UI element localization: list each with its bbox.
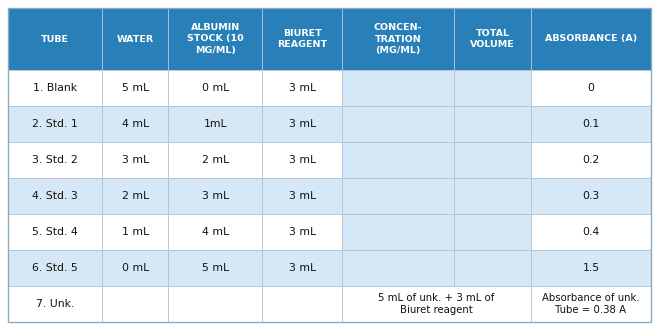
Text: 6. Std. 5: 6. Std. 5 [32,263,78,273]
Bar [168,250,262,286]
Bar [454,178,531,214]
Bar [531,214,651,250]
Text: 1mL: 1mL [204,119,227,129]
Bar [343,250,454,286]
Text: 1.5: 1.5 [583,263,600,273]
Text: 3 mL: 3 mL [289,191,316,201]
Bar [8,8,102,70]
Text: 3 mL: 3 mL [289,155,316,165]
Bar [168,178,262,214]
Text: 7. Unk.: 7. Unk. [36,299,74,309]
Bar [454,214,531,250]
Text: BIURET
REAGENT: BIURET REAGENT [277,29,328,49]
Bar [454,8,531,70]
Text: 3 mL: 3 mL [289,263,316,273]
Bar [531,142,651,178]
Text: ABSORBANCE (A): ABSORBANCE (A) [545,35,637,43]
Bar [454,70,531,106]
Text: 2 mL: 2 mL [202,155,229,165]
Bar [8,178,102,214]
Text: 1. Blank: 1. Blank [33,83,77,93]
Bar [168,214,262,250]
Text: 3 mL: 3 mL [202,191,229,201]
Text: ALBUMIN
STOCK (10
MG/ML): ALBUMIN STOCK (10 MG/ML) [187,24,244,55]
Bar [454,142,531,178]
Text: TOTAL
VOLUME: TOTAL VOLUME [470,29,515,49]
Text: 3 mL: 3 mL [289,227,316,237]
Bar [8,106,102,142]
Bar [8,250,102,286]
Bar [102,286,168,322]
Bar [102,70,168,106]
Bar [102,214,168,250]
Bar [531,286,651,322]
Bar [102,8,168,70]
Text: 3 mL: 3 mL [289,119,316,129]
Text: TUBE: TUBE [41,35,69,43]
Text: 0.3: 0.3 [583,191,600,201]
Bar [168,70,262,106]
Text: 0 mL: 0 mL [121,263,149,273]
Bar [343,106,454,142]
Text: 4 mL: 4 mL [122,119,149,129]
Bar [531,106,651,142]
Text: 2 mL: 2 mL [122,191,149,201]
Bar [454,250,531,286]
Text: 5 mL: 5 mL [122,83,149,93]
Bar [262,8,343,70]
Bar [102,142,168,178]
Bar [168,8,262,70]
Bar [262,286,343,322]
Bar [343,178,454,214]
Text: 5. Std. 4: 5. Std. 4 [32,227,78,237]
Text: 1 mL: 1 mL [122,227,149,237]
Text: 0: 0 [587,83,594,93]
Bar [531,70,651,106]
Bar [102,178,168,214]
Text: 0.4: 0.4 [583,227,600,237]
Bar [8,286,102,322]
Bar [343,142,454,178]
Text: Absorbance of unk.
Tube = 0.38 A: Absorbance of unk. Tube = 0.38 A [542,293,640,315]
Text: 4 mL: 4 mL [202,227,229,237]
Bar [531,178,651,214]
Text: 0.2: 0.2 [583,155,600,165]
Bar [343,286,531,322]
Bar [262,178,343,214]
Bar [8,70,102,106]
Bar [343,8,454,70]
Text: 5 mL: 5 mL [202,263,229,273]
Bar [262,250,343,286]
Bar [8,142,102,178]
Text: 0 mL: 0 mL [202,83,229,93]
Text: 5 mL of unk. + 3 mL of
Biuret reagent: 5 mL of unk. + 3 mL of Biuret reagent [378,293,495,315]
Bar [102,106,168,142]
Text: 2. Std. 1: 2. Std. 1 [32,119,78,129]
Bar [8,214,102,250]
Bar [262,70,343,106]
Bar [168,286,262,322]
Bar [262,106,343,142]
Bar [343,70,454,106]
Bar [168,106,262,142]
Bar [262,142,343,178]
Text: 4. Std. 3: 4. Std. 3 [32,191,78,201]
Text: 3 mL: 3 mL [289,83,316,93]
Bar [168,142,262,178]
Bar [454,106,531,142]
Bar [531,250,651,286]
Bar [262,214,343,250]
Text: 3. Std. 2: 3. Std. 2 [32,155,78,165]
Text: 3 mL: 3 mL [122,155,149,165]
Text: CONCEN-
TRATION
(MG/ML): CONCEN- TRATION (MG/ML) [374,24,422,55]
Bar [343,214,454,250]
Text: 0.1: 0.1 [583,119,600,129]
Text: WATER: WATER [117,35,154,43]
Bar [531,8,651,70]
Bar [102,250,168,286]
